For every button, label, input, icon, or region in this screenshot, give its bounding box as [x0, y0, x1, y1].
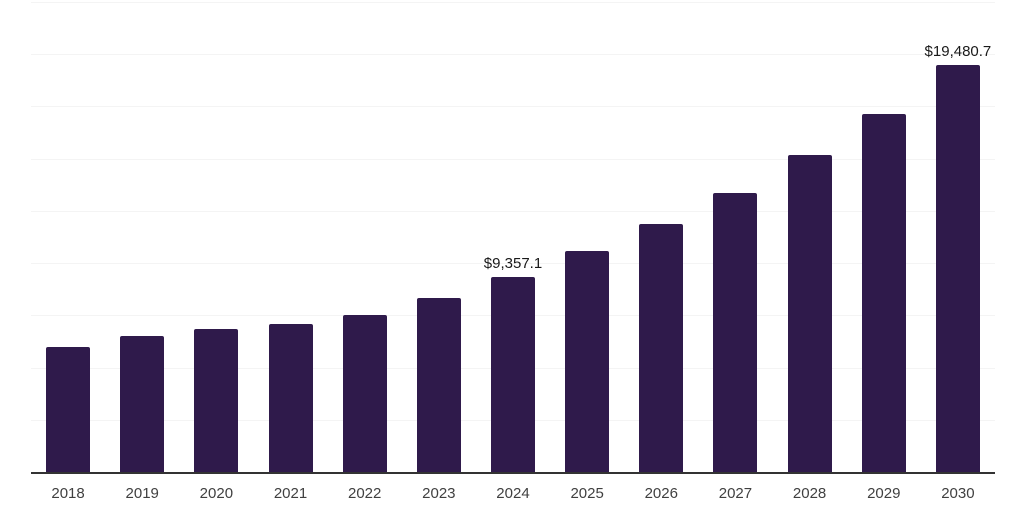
x-tick-label-2023: 2023 — [422, 485, 456, 502]
gridline — [31, 54, 995, 56]
x-tick-label-2026: 2026 — [644, 485, 678, 502]
gridline — [31, 2, 995, 3]
x-tick-label-2022: 2022 — [347, 485, 382, 502]
x-tick-label-2025: 2025 — [570, 485, 604, 502]
x-tick-label-2024: 2024 — [496, 485, 530, 502]
x-tick-label-2030: 2030 — [941, 485, 975, 502]
bar-2029[interactable] — [861, 113, 906, 472]
x-tick-label-2018: 2018 — [51, 485, 85, 502]
x-tick-label-2020: 2020 — [199, 485, 234, 502]
gridline — [31, 263, 995, 265]
x-tick-label-2019: 2019 — [125, 485, 159, 502]
bar-2019[interactable] — [120, 336, 165, 472]
x-axis-line — [31, 472, 995, 474]
bar-2021[interactable] — [268, 323, 313, 472]
gridline — [31, 210, 995, 212]
x-tick-label-2029: 2029 — [867, 485, 901, 502]
gridline — [31, 158, 995, 160]
gridline — [31, 106, 995, 108]
bar-2026[interactable] — [639, 223, 684, 472]
x-tick-label-2028: 2028 — [792, 485, 827, 502]
x-tick-label-2027: 2027 — [718, 485, 753, 502]
bar-2027[interactable] — [713, 192, 758, 472]
bar-value-label-2024: $9,357.1 — [483, 254, 543, 272]
bar-value-label-2030: $19,480.7 — [924, 43, 992, 61]
bar-2022[interactable] — [342, 315, 387, 472]
bar-2020[interactable] — [194, 328, 239, 472]
bar-2028[interactable] — [787, 155, 832, 472]
bar-2023[interactable] — [416, 297, 461, 472]
x-tick-label-2021: 2021 — [273, 485, 308, 502]
bar-2024[interactable] — [491, 276, 535, 472]
bar-2025[interactable] — [565, 251, 610, 472]
bar-2018[interactable] — [46, 346, 91, 472]
bar-2030[interactable] — [935, 65, 980, 472]
